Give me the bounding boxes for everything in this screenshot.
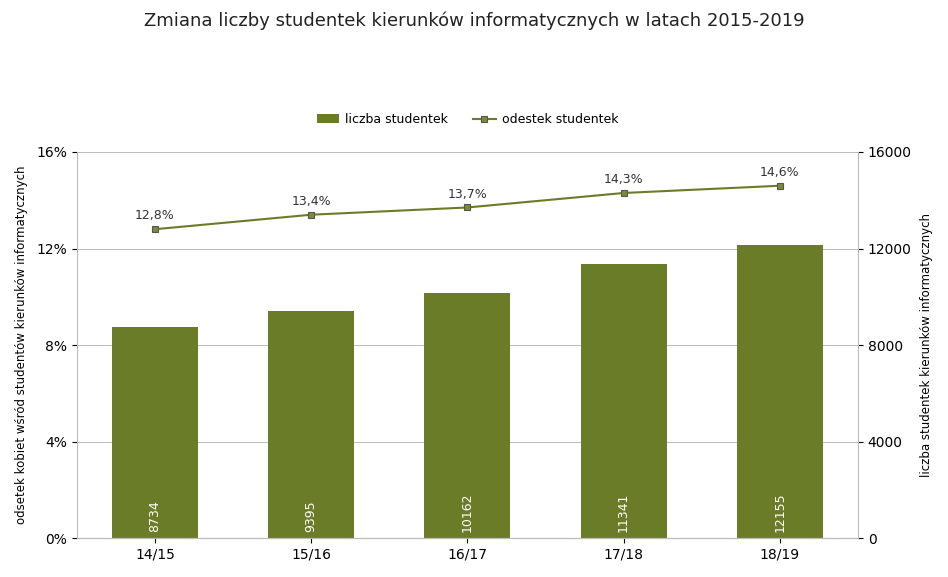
Text: 9395: 9395 [304, 501, 318, 532]
Bar [737, 245, 823, 538]
odestek studentek [305, 211, 317, 218]
Legend: liczba studentek, odestek studentek: liczba studentek, odestek studentek [312, 108, 624, 131]
Text: 14,6%: 14,6% [760, 166, 800, 179]
odestek studentek [462, 204, 473, 211]
odestek studentek [150, 226, 161, 233]
Bar [112, 327, 198, 538]
Bar [425, 293, 510, 538]
odestek studentek [775, 182, 786, 189]
Text: 8734: 8734 [149, 500, 161, 532]
Text: 13,4%: 13,4% [291, 195, 331, 208]
Bar [268, 312, 355, 538]
Text: 12155: 12155 [774, 493, 786, 532]
Line: odestek studentek: odestek studentek [152, 182, 783, 233]
Text: 11341: 11341 [617, 493, 630, 532]
Y-axis label: liczba studentek kierunków informatycznych: liczba studentek kierunków informatyczny… [920, 213, 933, 477]
odestek studentek [618, 189, 629, 196]
Y-axis label: odsetek kobiet wśród studentów kierunków informatycznych: odsetek kobiet wśród studentów kierunków… [15, 166, 28, 524]
Text: Zmiana liczby studentek kierunków informatycznych w latach 2015-2019: Zmiana liczby studentek kierunków inform… [144, 12, 804, 30]
Text: 10162: 10162 [461, 493, 474, 532]
Bar [581, 264, 666, 538]
Text: 14,3%: 14,3% [604, 173, 644, 186]
Text: 12,8%: 12,8% [136, 209, 175, 223]
Text: 13,7%: 13,7% [447, 188, 487, 201]
